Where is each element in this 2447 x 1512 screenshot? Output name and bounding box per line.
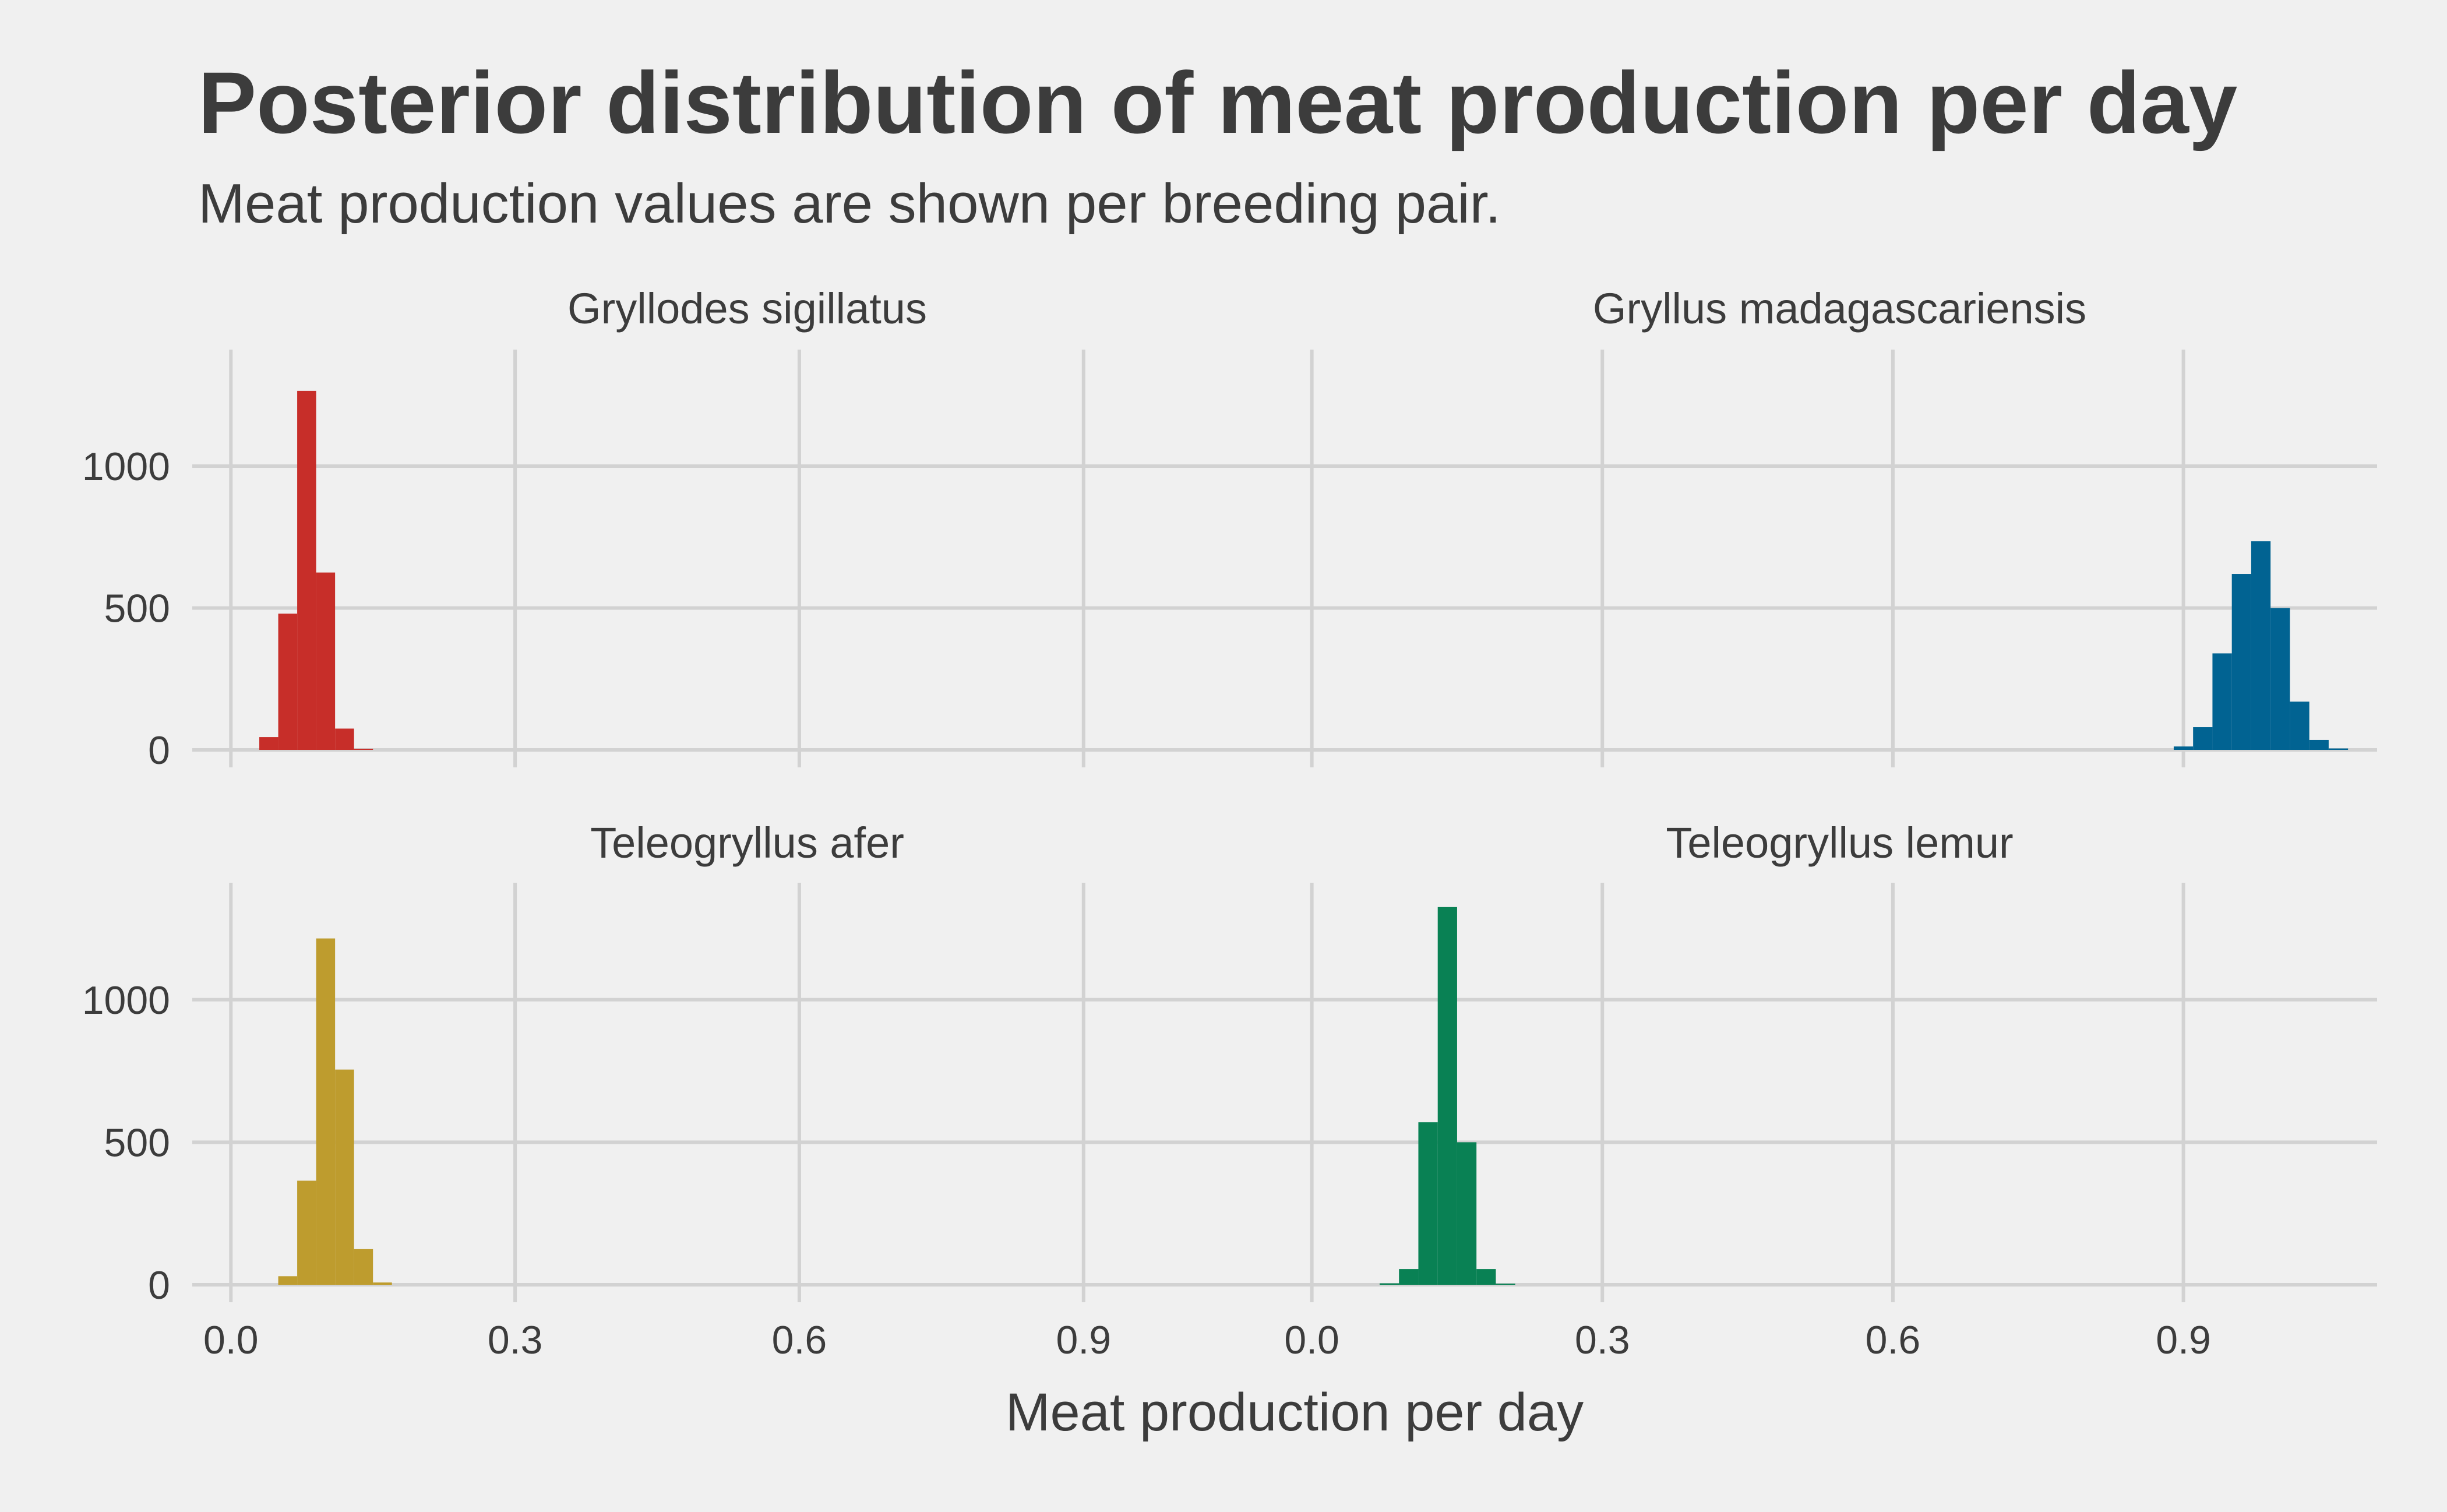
histogram-bar [278, 1276, 298, 1285]
histogram-bar [2231, 574, 2251, 750]
histogram-bar [1496, 1284, 1515, 1285]
histogram-bar [1437, 907, 1457, 1285]
histogram-bar [2193, 727, 2213, 750]
histogram-bar [2251, 541, 2271, 750]
histogram-bar [259, 737, 278, 750]
histogram-bar [335, 728, 354, 750]
histogram-bar [2212, 653, 2232, 750]
y-tick-label: 1000 [82, 978, 170, 1023]
histogram-bar [2328, 748, 2349, 750]
histogram-bar [2309, 739, 2329, 750]
y-tick-label: 1000 [82, 445, 170, 489]
panel-gryllus-madagascariensis: Gryllus madagascariensis [1273, 284, 2377, 767]
panel-teleogryllus-lemur: Teleogryllus lemur 0.0 0.3 0.6 0.9 [1273, 819, 2377, 1362]
x-tick-label: 0.6 [772, 1318, 827, 1362]
histogram-bar [2173, 746, 2194, 750]
y-tick-label: 0 [148, 1263, 170, 1307]
histogram-bar [354, 1249, 373, 1285]
y-tick-label: 500 [104, 586, 170, 630]
x-axis-label: Meat production per day [1006, 1383, 1584, 1442]
histogram-bar [1379, 1283, 1399, 1285]
panel-gryllodes-sigillatus: Gryllodes sigillatus 0 500 1000 [82, 284, 1273, 773]
histogram-bar [1399, 1269, 1419, 1285]
y-tick-label: 0 [148, 728, 170, 773]
histogram-bar [2270, 608, 2290, 750]
chart-title: Posterior distribution of meat productio… [198, 54, 2237, 151]
histogram-bar [335, 1069, 354, 1285]
x-tick-label: 0.3 [488, 1318, 543, 1362]
panel-title: Teleogryllus lemur [1666, 819, 2013, 867]
histogram-bar [278, 614, 298, 750]
x-tick-label: 0.0 [203, 1318, 259, 1362]
facet-panels: Gryllodes sigillatus 0 500 1000 Gryllus mada… [82, 284, 2377, 1362]
x-tick-label: 0.3 [1575, 1318, 1630, 1362]
y-tick-label: 500 [104, 1120, 170, 1165]
histogram-bar [1476, 1269, 1496, 1285]
x-tick-label: 0.9 [2156, 1318, 2211, 1362]
x-tick-label: 0.9 [1056, 1318, 1112, 1362]
panel-title: Teleogryllus afer [590, 819, 904, 867]
histogram-bar [1457, 1142, 1477, 1285]
x-tick-label: 0.6 [1866, 1318, 1921, 1362]
histogram-bar [1418, 1122, 1438, 1285]
histogram-bar [316, 938, 336, 1285]
panel-title: Gryllodes sigillatus [567, 284, 927, 333]
histogram-bar [373, 1282, 392, 1285]
histogram-bar [297, 390, 316, 750]
histogram-bar [297, 1180, 316, 1285]
histogram-bar [316, 572, 336, 750]
chart-subtitle: Meat production values are shown per bre… [198, 172, 1501, 235]
x-tick-label: 0.0 [1284, 1318, 1339, 1362]
panel-teleogryllus-afer: Teleogryllus afer 0 500 1000 0.0 0.3 0.6 0.9 [82, 819, 1273, 1362]
panel-title: Gryllus madagascariensis [1593, 284, 2086, 333]
histogram-bar [2290, 702, 2310, 750]
histogram-bar [354, 749, 373, 750]
